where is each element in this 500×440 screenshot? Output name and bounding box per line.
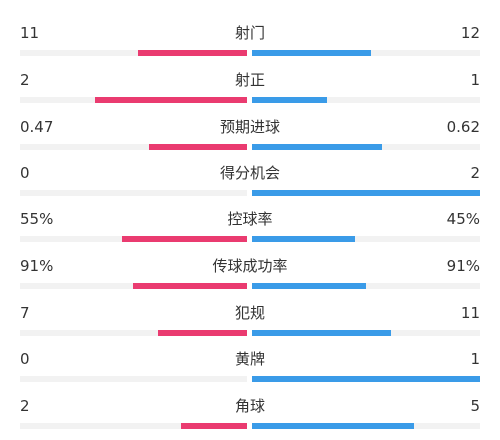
stat-label-line: 0 得分机会 2 [0,162,500,184]
away-bar-fill [252,423,414,429]
stat-row: 0.47 预期进球 0.62 [0,116,500,152]
home-bar-fill [181,423,247,429]
away-bar-fill [252,376,480,382]
home-bar-fill [133,283,247,289]
away-bar-track [252,97,480,103]
home-value: 0.47 [20,118,54,136]
stat-name: 射正 [234,71,265,89]
home-bar-track [20,236,247,242]
away-bar-track [252,190,480,196]
stat-name: 黄牌 [234,350,265,368]
stat-name: 犯规 [234,304,265,322]
stat-name: 角球 [234,397,265,415]
home-value: 91% [20,257,54,275]
away-bar-fill [252,50,371,56]
home-value: 7 [20,304,30,322]
home-bar-fill [149,144,247,150]
stat-row: 2 角球 5 [0,395,500,431]
away-bar-fill [252,97,327,103]
away-bar-track [252,330,480,336]
away-bar-track [252,50,480,56]
home-bar-fill [95,97,247,103]
away-bar-fill [252,190,480,196]
away-bar-track [252,236,480,242]
away-bar-fill [252,330,391,336]
home-bar-track [20,330,247,336]
home-value: 2 [20,397,30,415]
home-bar-track [20,50,247,56]
home-bar-track [20,144,247,150]
home-value: 2 [20,71,30,89]
away-bar-fill [252,236,355,242]
home-value: 0 [20,350,30,368]
away-value: 91% [446,257,480,275]
stat-label-line: 55% 控球率 45% [0,208,500,230]
stat-row: 7 犯规 11 [0,302,500,338]
home-bar-track [20,97,247,103]
away-bar-track [252,376,480,382]
away-bar-track [252,423,480,429]
stat-row: 0 得分机会 2 [0,162,500,198]
stat-name: 控球率 [227,210,273,228]
home-bar-track [20,423,247,429]
home-value: 0 [20,164,30,182]
stat-label-line: 2 角球 5 [0,395,500,417]
away-bar-track [252,283,480,289]
home-bar-track [20,376,247,382]
stat-row: 0 黄牌 1 [0,348,500,384]
stat-label-line: 11 射门 12 [0,22,500,44]
away-value: 1 [470,350,480,368]
away-bar-fill [252,144,382,150]
stat-row: 91% 传球成功率 91% [0,255,500,291]
stat-row: 55% 控球率 45% [0,208,500,244]
stat-label-line: 2 射正 1 [0,69,500,91]
home-bar-fill [138,50,247,56]
stat-name: 传球成功率 [212,257,288,275]
away-value: 1 [470,71,480,89]
stat-label-line: 91% 传球成功率 91% [0,255,500,277]
stat-label-line: 7 犯规 11 [0,302,500,324]
home-bar-fill [158,330,247,336]
away-value: 2 [470,164,480,182]
stat-name: 射门 [234,24,265,42]
away-bar-fill [252,283,366,289]
away-value: 45% [446,210,480,228]
home-value: 55% [20,210,54,228]
stat-label-line: 0 黄牌 1 [0,348,500,370]
home-bar-fill [122,236,247,242]
away-value: 12 [460,24,480,42]
away-value: 5 [470,397,480,415]
away-value: 11 [460,304,480,322]
home-bar-track [20,190,247,196]
away-value: 0.62 [446,118,480,136]
stat-name: 预期进球 [219,118,280,136]
away-bar-track [252,144,480,150]
stat-row: 11 射门 12 [0,22,500,58]
home-value: 11 [20,24,40,42]
home-bar-track [20,283,247,289]
stat-label-line: 0.47 预期进球 0.62 [0,116,500,138]
stat-row: 2 射正 1 [0,69,500,105]
stat-name: 得分机会 [219,164,280,182]
